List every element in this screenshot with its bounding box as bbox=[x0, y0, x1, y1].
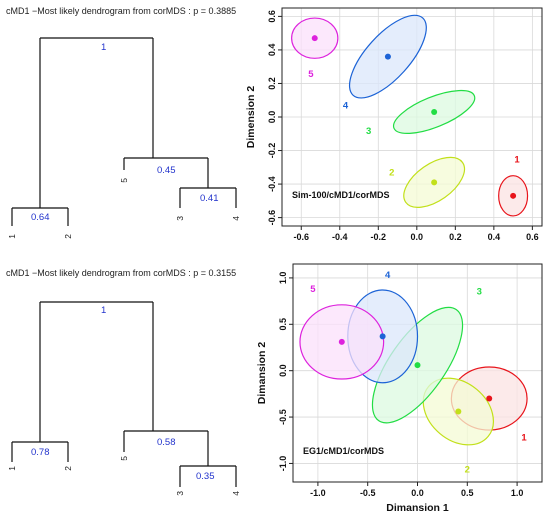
leaf-label: 5 bbox=[119, 456, 129, 461]
cluster-label: 1 bbox=[514, 154, 520, 165]
height-label: 1 bbox=[101, 42, 106, 53]
cluster-label: 3 bbox=[477, 287, 482, 298]
leaf-label: 4 bbox=[231, 491, 241, 496]
leaf-label: 5 bbox=[119, 178, 129, 183]
cluster-point bbox=[455, 408, 462, 415]
y-tick-label: 0.6 bbox=[267, 10, 277, 23]
cluster-label: 3 bbox=[366, 126, 371, 137]
dendrogram-branches bbox=[11, 301, 237, 487]
plot-annotation: Sim-100/cMD1/corMDS bbox=[292, 190, 390, 200]
x-tick-label: -0.2 bbox=[371, 232, 387, 242]
cluster-label: 2 bbox=[465, 465, 470, 476]
height-label: 0.58 bbox=[157, 437, 176, 448]
cluster-point bbox=[414, 362, 421, 369]
cluster-point bbox=[311, 35, 318, 42]
x-tick-label: 0.2 bbox=[449, 232, 462, 242]
x-tick-label: -0.5 bbox=[360, 488, 376, 498]
x-axis-label: Dimansion 1 bbox=[386, 502, 449, 514]
height-label: 0.78 bbox=[31, 447, 50, 458]
x-tick-label: -0.6 bbox=[294, 232, 310, 242]
leaf-label: 1 bbox=[7, 234, 17, 239]
dendrogram-title: cMD1 −Most likely dendrogram from corMDS… bbox=[6, 268, 236, 278]
x-tick-label: 0.5 bbox=[461, 488, 474, 498]
y-tick-label: -0.4 bbox=[267, 176, 277, 192]
x-tick-label: 0.0 bbox=[411, 232, 424, 242]
cluster-label: 4 bbox=[385, 270, 391, 281]
height-label: 0.45 bbox=[157, 165, 176, 176]
leaf-label: 4 bbox=[231, 216, 241, 221]
y-tick-label: 0.2 bbox=[267, 77, 277, 90]
y-tick-label: 0.4 bbox=[267, 44, 277, 57]
cluster-point bbox=[510, 192, 517, 199]
plot-annotation: EG1/cMD1/corMDS bbox=[303, 446, 384, 456]
x-tick-label: 0.6 bbox=[526, 232, 539, 242]
cluster-point bbox=[431, 179, 438, 186]
mds-plot-top: 1 2 3 4 5 -0.6 -0.4 -0.2 0.0 0.2 0.4 0.6 0.6 0.4 0.2 0.… bbox=[245, 7, 543, 242]
y-tick-label: 0.0 bbox=[278, 364, 288, 377]
y-tick-label: 0.5 bbox=[278, 318, 288, 331]
leaf-label: 1 bbox=[7, 466, 17, 471]
cluster-point bbox=[431, 108, 438, 115]
mds-plot-bottom: 1 2 3 4 5 -1.0 -0.5 0.0 0.5 1.0 1.0 0.5 0.0 -0.5 -1.0 D… bbox=[256, 263, 543, 514]
y-axis-label: Dimansion 2 bbox=[256, 342, 268, 405]
cluster-point bbox=[338, 338, 345, 345]
leaf-label: 3 bbox=[175, 491, 185, 496]
dendrogram-title: cMD1 −Most likely dendrogram from corMDS… bbox=[6, 6, 236, 16]
x-tick-label: -0.4 bbox=[332, 232, 348, 242]
cluster-label: 5 bbox=[308, 69, 314, 80]
leaf-label: 2 bbox=[63, 466, 73, 471]
dendrogram-branches bbox=[11, 37, 237, 226]
height-label: 1 bbox=[101, 305, 106, 316]
cluster-point bbox=[486, 395, 493, 402]
cluster-point bbox=[384, 53, 391, 60]
y-tick-label: -1.0 bbox=[278, 456, 288, 472]
height-label: 0.35 bbox=[196, 471, 215, 482]
x-tick-label: -1.0 bbox=[310, 488, 326, 498]
x-tick-label: 0.4 bbox=[488, 232, 501, 242]
dendrogram-top: cMD1 −Most likely dendrogram from corMDS… bbox=[6, 6, 241, 239]
x-tick-label: 1.0 bbox=[511, 488, 524, 498]
x-tick-label: 0.0 bbox=[411, 488, 424, 498]
y-tick-label: 1.0 bbox=[278, 272, 288, 285]
y-tick-label: -0.5 bbox=[278, 409, 288, 425]
y-tick-label: -0.2 bbox=[267, 143, 277, 159]
leaf-label: 2 bbox=[63, 234, 73, 239]
cluster-label: 1 bbox=[521, 432, 527, 443]
y-tick-label: 0.0 bbox=[267, 111, 277, 124]
leaf-label: 3 bbox=[175, 216, 185, 221]
cluster-label: 5 bbox=[310, 284, 316, 295]
cluster-label: 4 bbox=[343, 101, 349, 112]
y-tick-label: -0.6 bbox=[267, 210, 277, 226]
height-label: 0.64 bbox=[31, 212, 50, 223]
dendrogram-bottom: cMD1 −Most likely dendrogram from corMDS… bbox=[6, 268, 241, 496]
cluster-point bbox=[379, 333, 386, 340]
cluster-label: 2 bbox=[389, 168, 394, 179]
y-axis-label: Dimension 2 bbox=[245, 86, 257, 149]
height-label: 0.41 bbox=[200, 193, 219, 204]
